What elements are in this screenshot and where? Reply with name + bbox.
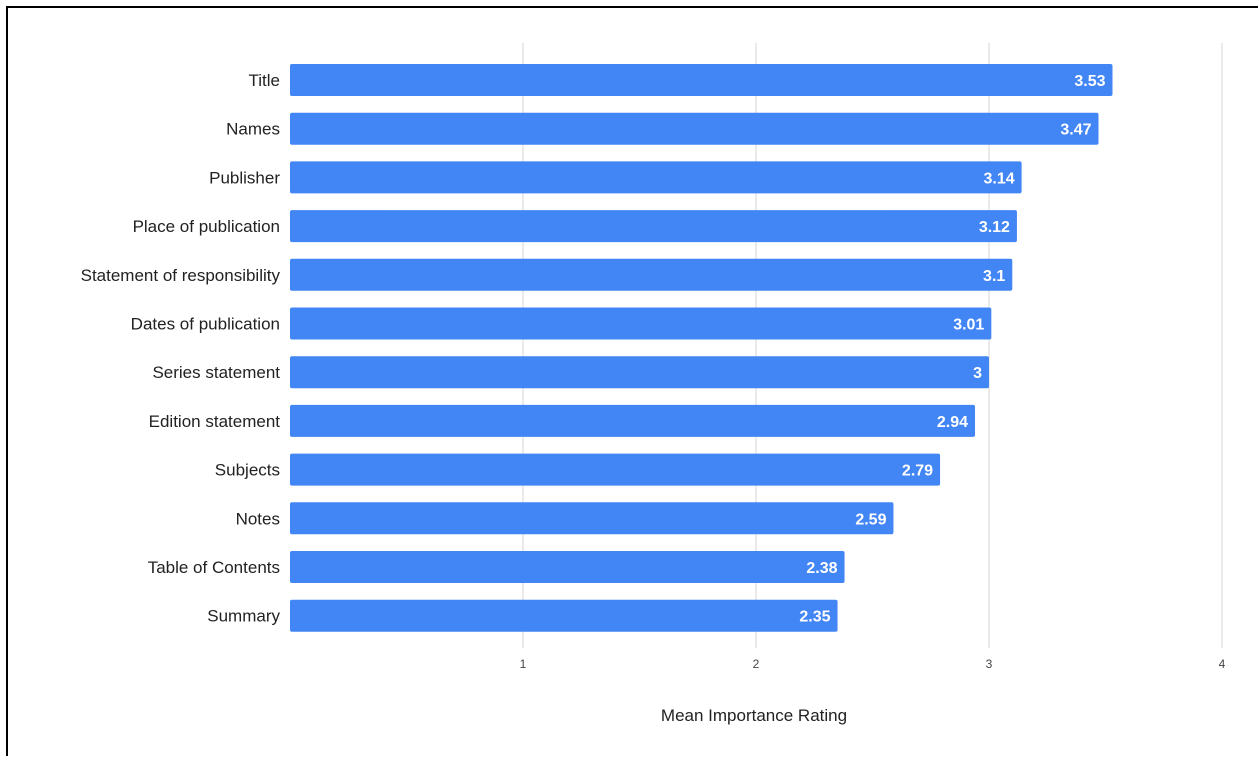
bar-dates-of-publication (290, 307, 992, 340)
value-label-notes: 2.59 (855, 511, 886, 528)
category-label-subjects: Subjects (215, 461, 280, 480)
x-axis-title: Mean Importance Rating (661, 706, 847, 725)
bar-notes (290, 502, 894, 535)
bar-chart: 3.53 3.47 3.14 3.12 3.1 3.01 3 2.94 2.79 2.59 2.38… (81, 43, 1226, 725)
category-labels: Title Names Publisher Place of publication S… (81, 71, 281, 626)
chart-frame: 3.53 3.47 3.14 3.12 3.1 3.01 3 2.94 2.79 2.59 2.38… (6, 6, 1258, 756)
x-tick-label-1: 1 (520, 657, 527, 671)
category-label-edition-statement: Edition statement (149, 412, 281, 431)
bar-series-statement (290, 356, 989, 389)
value-label-summary: 2.35 (799, 609, 830, 626)
value-label-publisher: 3.14 (983, 170, 1014, 187)
value-label-title: 3.53 (1074, 73, 1105, 90)
x-tick-label-4: 4 (1219, 657, 1226, 671)
x-tick-label-3: 3 (986, 657, 993, 671)
bar-title (290, 64, 1113, 96)
category-label-statement-of-responsibility: Statement of responsibility (81, 266, 281, 285)
bar-subjects (290, 453, 941, 486)
value-label-dates-of-publication: 3.01 (953, 317, 984, 334)
category-label-notes: Notes (236, 509, 280, 528)
category-label-names: Names (226, 120, 280, 139)
bar-summary (290, 599, 838, 632)
bar-edition-statement (290, 404, 976, 437)
bar-place-of-publication (290, 210, 1017, 243)
bar-layer: 3.53 3.47 3.14 3.12 3.1 3.01 3 2.94 2.79 2.59 2.38… (290, 64, 1113, 632)
category-label-dates-of-publication: Dates of publication (131, 315, 280, 334)
value-label-edition-statement: 2.94 (937, 414, 968, 431)
value-label-names: 3.47 (1060, 122, 1091, 139)
bar-names (290, 112, 1099, 145)
category-label-series-statement: Series statement (152, 363, 280, 382)
value-label-table-of-contents: 2.38 (806, 560, 837, 577)
x-tick-label-2: 2 (753, 657, 760, 671)
value-label-statement-of-responsibility: 3.1 (983, 268, 1005, 285)
category-label-place-of-publication: Place of publication (133, 217, 280, 236)
value-label-series-statement: 3 (973, 365, 982, 382)
x-axis-ticks: 1 2 3 4 (520, 657, 1226, 671)
value-label-subjects: 2.79 (902, 463, 933, 480)
category-label-publisher: Publisher (209, 168, 280, 187)
bar-statement-of-responsibility (290, 258, 1013, 291)
category-label-summary: Summary (207, 607, 280, 626)
bar-publisher (290, 161, 1022, 194)
category-label-title: Title (249, 71, 281, 90)
category-label-table-of-contents: Table of Contents (148, 558, 280, 577)
bar-table-of-contents (290, 551, 845, 583)
value-label-place-of-publication: 3.12 (979, 219, 1010, 236)
